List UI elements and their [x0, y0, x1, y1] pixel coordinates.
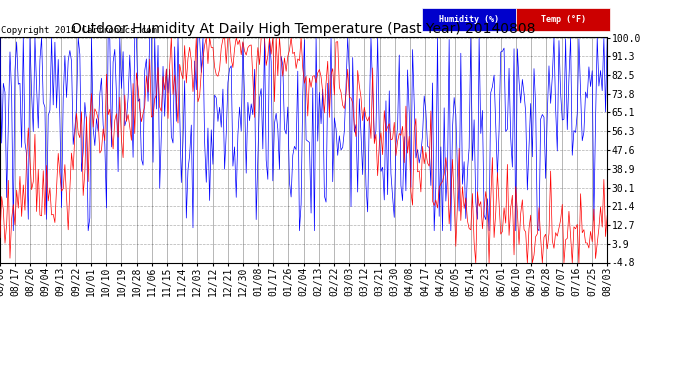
Text: Temp (°F): Temp (°F) [541, 15, 586, 24]
Text: Copyright 2014 Cartronics.com: Copyright 2014 Cartronics.com [1, 26, 157, 35]
Text: Humidity (%): Humidity (%) [439, 15, 499, 24]
Title: Outdoor Humidity At Daily High Temperature (Past Year) 20140808: Outdoor Humidity At Daily High Temperatu… [71, 22, 536, 36]
Bar [516, 8, 610, 31]
Bar [422, 8, 516, 31]
